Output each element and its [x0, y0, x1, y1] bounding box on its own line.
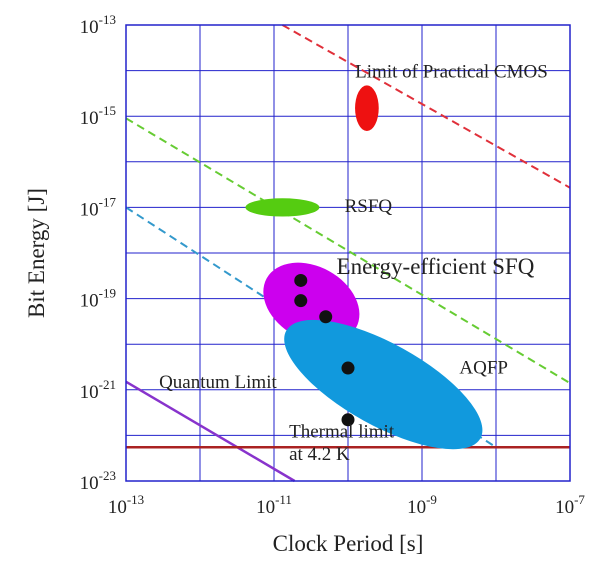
y-tick-label: 10-15: [80, 103, 116, 129]
x-axis-title: Clock Period [s]: [273, 531, 424, 556]
annotation-label: Limit of Practical CMOS: [355, 62, 548, 83]
data-points: [294, 273, 355, 427]
data-point: [341, 361, 355, 375]
x-tick-label: 10-7: [555, 492, 585, 518]
y-tick-label: 10-17: [80, 194, 117, 220]
x-tick-label: 10-13: [108, 492, 144, 518]
y-tick-label: 10-13: [80, 12, 116, 38]
data-point: [294, 273, 308, 287]
region-rsfq: [245, 198, 320, 217]
x-tick-labels: 10-13 10-11 10-9 10-7: [108, 492, 586, 518]
data-point: [294, 294, 308, 308]
region-aqfp: [284, 319, 483, 450]
y-tick-label: 10-19: [80, 286, 116, 312]
y-axis-title: Bit Energy [J]: [24, 188, 49, 318]
data-point: [341, 413, 355, 427]
y-tick-label: 10-23: [80, 468, 116, 494]
line-quantum-limit: [125, 380, 296, 483]
y-tick-label: 10-21: [80, 377, 116, 403]
line-rsfq: [125, 117, 571, 384]
x-tick-label: 10-9: [407, 492, 437, 518]
region-limit-of-practical-cmos: [355, 85, 379, 131]
annotations: Limit of Practical CMOS RSFQ Energy-effici…: [159, 62, 548, 465]
annotation-label: Quantum Limit: [159, 372, 277, 393]
plot-frame: [125, 24, 571, 482]
annotation-label: RSFQ: [345, 196, 393, 217]
annotation-label: Energy-efficient SFQ: [337, 254, 535, 279]
technology-regions: [245, 85, 483, 450]
data-point: [319, 310, 333, 324]
line-limit-of-practical-cmos: [281, 24, 571, 189]
annotation-label: AQFP: [459, 357, 508, 378]
y-tick-labels: 10-13 10-15 10-17 10-19 10-21 10-23: [80, 12, 117, 494]
x-tick-label: 10-11: [256, 492, 292, 518]
annotation-label: at 4.2 K: [289, 444, 350, 465]
annotation-label: Thermal limit: [289, 421, 395, 442]
